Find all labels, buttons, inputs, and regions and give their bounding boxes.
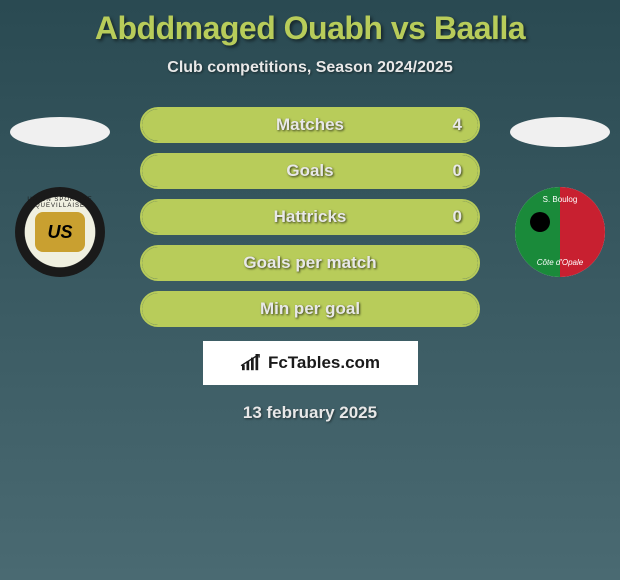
comparison-panel: UNION SPORTIVE QUEVILLAISE US S. Boulog …	[0, 107, 620, 423]
club-right-top-text: S. Boulog	[543, 195, 578, 204]
club-left-logo-icon: US	[35, 212, 85, 252]
club-right-bottom-text: Côte d'Opale	[537, 258, 583, 267]
soccer-ball-icon	[530, 212, 550, 232]
stat-rows: Matches 4 Goals 0 Hattricks 0 Goals per …	[140, 107, 480, 327]
stat-row: Min per goal	[140, 291, 480, 327]
flag-left	[10, 117, 110, 147]
stat-label: Min per goal	[142, 299, 478, 319]
bar-chart-icon	[240, 354, 262, 372]
stat-row: Goals 0	[140, 153, 480, 189]
stat-row: Hattricks 0	[140, 199, 480, 235]
brand-text: FcTables.com	[268, 353, 380, 373]
club-left-ring-text: UNION SPORTIVE QUEVILLAISE	[15, 197, 105, 209]
date-text: 13 february 2025	[0, 403, 620, 423]
stat-label: Matches	[142, 115, 478, 135]
stat-label: Hattricks	[142, 207, 478, 227]
stat-label: Goals	[142, 161, 478, 181]
page-title: Abddmaged Ouabh vs Baalla	[0, 0, 620, 47]
stat-value-right: 4	[453, 115, 462, 135]
flag-right	[510, 117, 610, 147]
brand-box[interactable]: FcTables.com	[203, 341, 418, 385]
stat-value-right: 0	[453, 161, 462, 181]
stat-value-right: 0	[453, 207, 462, 227]
stat-row: Goals per match	[140, 245, 480, 281]
club-badge-right: S. Boulog Côte d'Opale	[515, 187, 605, 277]
club-right-logo-icon: S. Boulog Côte d'Opale	[515, 187, 605, 277]
club-badge-left: UNION SPORTIVE QUEVILLAISE US	[15, 187, 105, 277]
subtitle: Club competitions, Season 2024/2025	[0, 59, 620, 77]
stat-label: Goals per match	[142, 253, 478, 273]
stat-row: Matches 4	[140, 107, 480, 143]
